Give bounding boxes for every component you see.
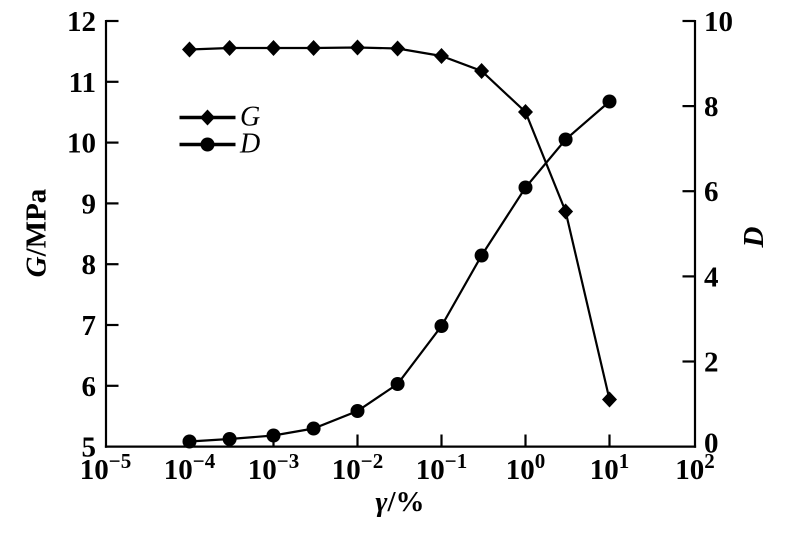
svg-text:7: 7 <box>82 310 97 342</box>
svg-text:6: 6 <box>82 371 97 403</box>
svg-text:8: 8 <box>82 249 97 281</box>
svg-text:102: 102 <box>675 449 715 486</box>
svg-text:12: 12 <box>67 6 96 38</box>
svg-text:2: 2 <box>704 347 719 379</box>
svg-text:100: 100 <box>506 449 546 486</box>
svg-text:11: 11 <box>69 67 96 99</box>
svg-text:10: 10 <box>704 6 733 38</box>
svg-text:G: G <box>240 102 260 133</box>
svg-text:10−3: 10−3 <box>248 449 299 486</box>
svg-text:10−1: 10−1 <box>416 449 467 486</box>
svg-text:8: 8 <box>704 91 719 123</box>
svg-text:10−5: 10−5 <box>80 449 131 486</box>
svg-text:G/MPa: G/MPa <box>21 188 53 277</box>
svg-text:10−4: 10−4 <box>164 449 216 486</box>
svg-text:0: 0 <box>704 428 719 460</box>
svg-text:4: 4 <box>704 261 719 293</box>
svg-text:γ/%: γ/% <box>375 486 424 518</box>
svg-text:9: 9 <box>82 188 97 220</box>
svg-text:10: 10 <box>67 128 96 160</box>
svg-text:D: D <box>239 129 260 160</box>
svg-text:10−2: 10−2 <box>332 449 383 486</box>
svg-text:6: 6 <box>704 176 719 208</box>
svg-text:101: 101 <box>590 449 630 486</box>
svg-text:5: 5 <box>82 432 97 464</box>
svg-text:D: D <box>738 226 770 248</box>
